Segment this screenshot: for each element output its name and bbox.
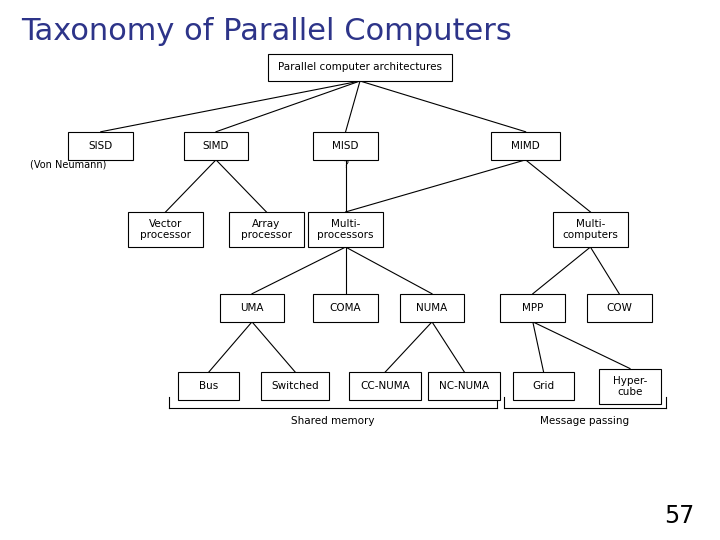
FancyBboxPatch shape [428,372,500,400]
FancyBboxPatch shape [553,212,628,247]
Text: Taxonomy of Parallel Computers: Taxonomy of Parallel Computers [22,17,513,46]
FancyBboxPatch shape [179,372,239,400]
FancyBboxPatch shape [313,294,378,322]
Text: Multi-
computers: Multi- computers [562,219,618,240]
Text: Bus: Bus [199,381,218,391]
FancyBboxPatch shape [491,132,560,160]
Text: SISD: SISD [89,141,113,151]
Text: COMA: COMA [330,303,361,313]
Text: MIMD: MIMD [511,141,540,151]
Text: NC-NUMA: NC-NUMA [439,381,490,391]
FancyBboxPatch shape [599,369,661,404]
FancyBboxPatch shape [308,212,383,247]
FancyBboxPatch shape [313,132,378,160]
Text: Array
processor: Array processor [241,219,292,240]
Text: Message passing: Message passing [541,416,629,427]
Text: COW: COW [606,303,632,313]
FancyBboxPatch shape [220,294,284,322]
FancyBboxPatch shape [261,372,330,400]
Text: UMA: UMA [240,303,264,313]
FancyBboxPatch shape [400,294,464,322]
Text: Vector
processor: Vector processor [140,219,191,240]
FancyBboxPatch shape [68,132,133,160]
FancyBboxPatch shape [128,212,204,247]
FancyBboxPatch shape [184,132,248,160]
Text: Parallel computer architectures: Parallel computer architectures [278,63,442,72]
Text: Switched: Switched [271,381,319,391]
Text: Multi-
processors: Multi- processors [318,219,374,240]
Text: MPP: MPP [522,303,544,313]
Text: NUMA: NUMA [416,303,448,313]
Text: Grid: Grid [533,381,554,391]
FancyBboxPatch shape [513,372,575,400]
FancyBboxPatch shape [587,294,652,322]
Text: MISD: MISD [333,141,359,151]
FancyBboxPatch shape [500,294,565,322]
FancyBboxPatch shape [229,212,304,247]
FancyBboxPatch shape [349,372,421,400]
Text: CC-NUMA: CC-NUMA [360,381,410,391]
FancyBboxPatch shape [268,54,452,81]
Text: ?: ? [343,160,348,170]
Text: Shared memory: Shared memory [292,416,374,427]
Text: Hyper-
cube: Hyper- cube [613,375,647,397]
Text: 57: 57 [665,504,695,528]
Text: (Von Neumann): (Von Neumann) [30,160,107,170]
Text: SIMD: SIMD [203,141,229,151]
